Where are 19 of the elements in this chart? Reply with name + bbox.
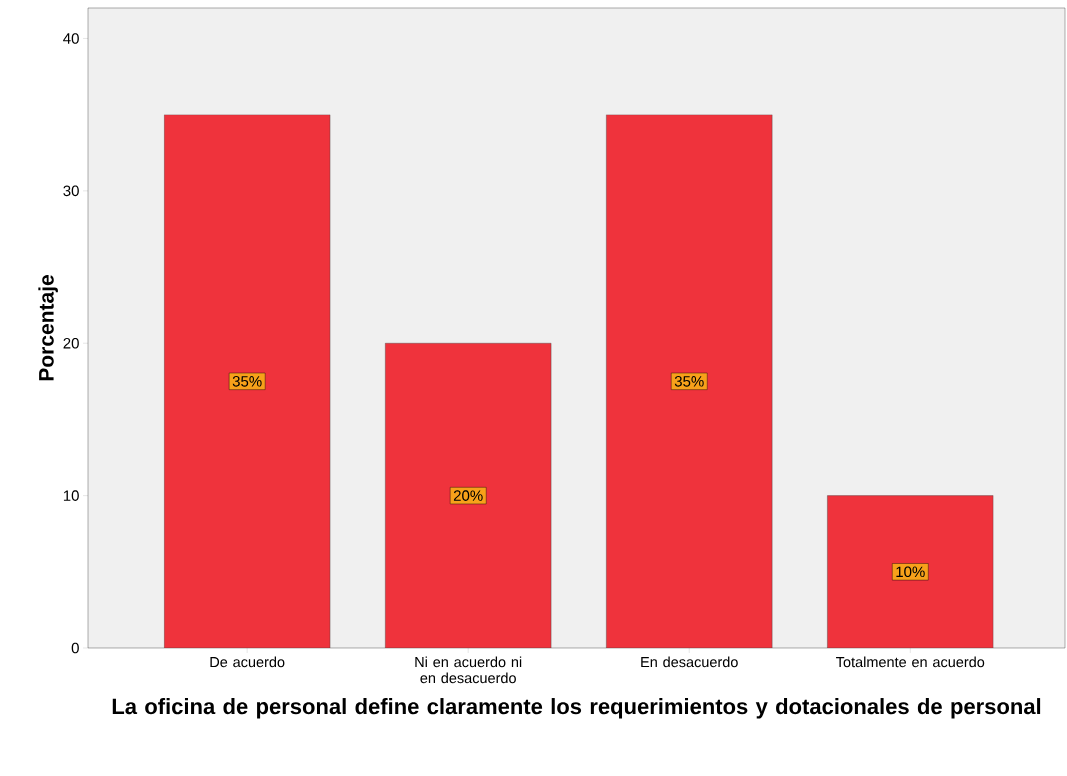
y-tick-label: 40 (63, 33, 79, 44)
x-tick-label: Ni en acuerdo ni en desacuerdo (415, 656, 522, 684)
y-tick-label: 10 (63, 490, 79, 501)
y-tick-label: 20 (63, 337, 79, 349)
bar (385, 343, 552, 648)
y-tick-label: 0 (71, 642, 79, 654)
x-tick-label: De acuerdo (210, 656, 285, 668)
x-tick-label: En desacuerdo (641, 656, 738, 668)
data-label: 10% (896, 566, 925, 578)
x-axis-title: La oficina de personal define claramente los requerimientos y dotacionales de personal (112, 698, 1041, 719)
bar (606, 114, 773, 648)
data-label: 35% (232, 376, 262, 387)
y-tick-label: 30 (63, 185, 79, 197)
data-label: 35% (674, 376, 704, 387)
x-tick-label: Totalmente en acuerdo (836, 656, 985, 668)
data-label: 20% (453, 490, 483, 501)
bar (164, 114, 331, 648)
bar (827, 495, 994, 648)
y-axis-title: Porcentaje (38, 275, 58, 381)
